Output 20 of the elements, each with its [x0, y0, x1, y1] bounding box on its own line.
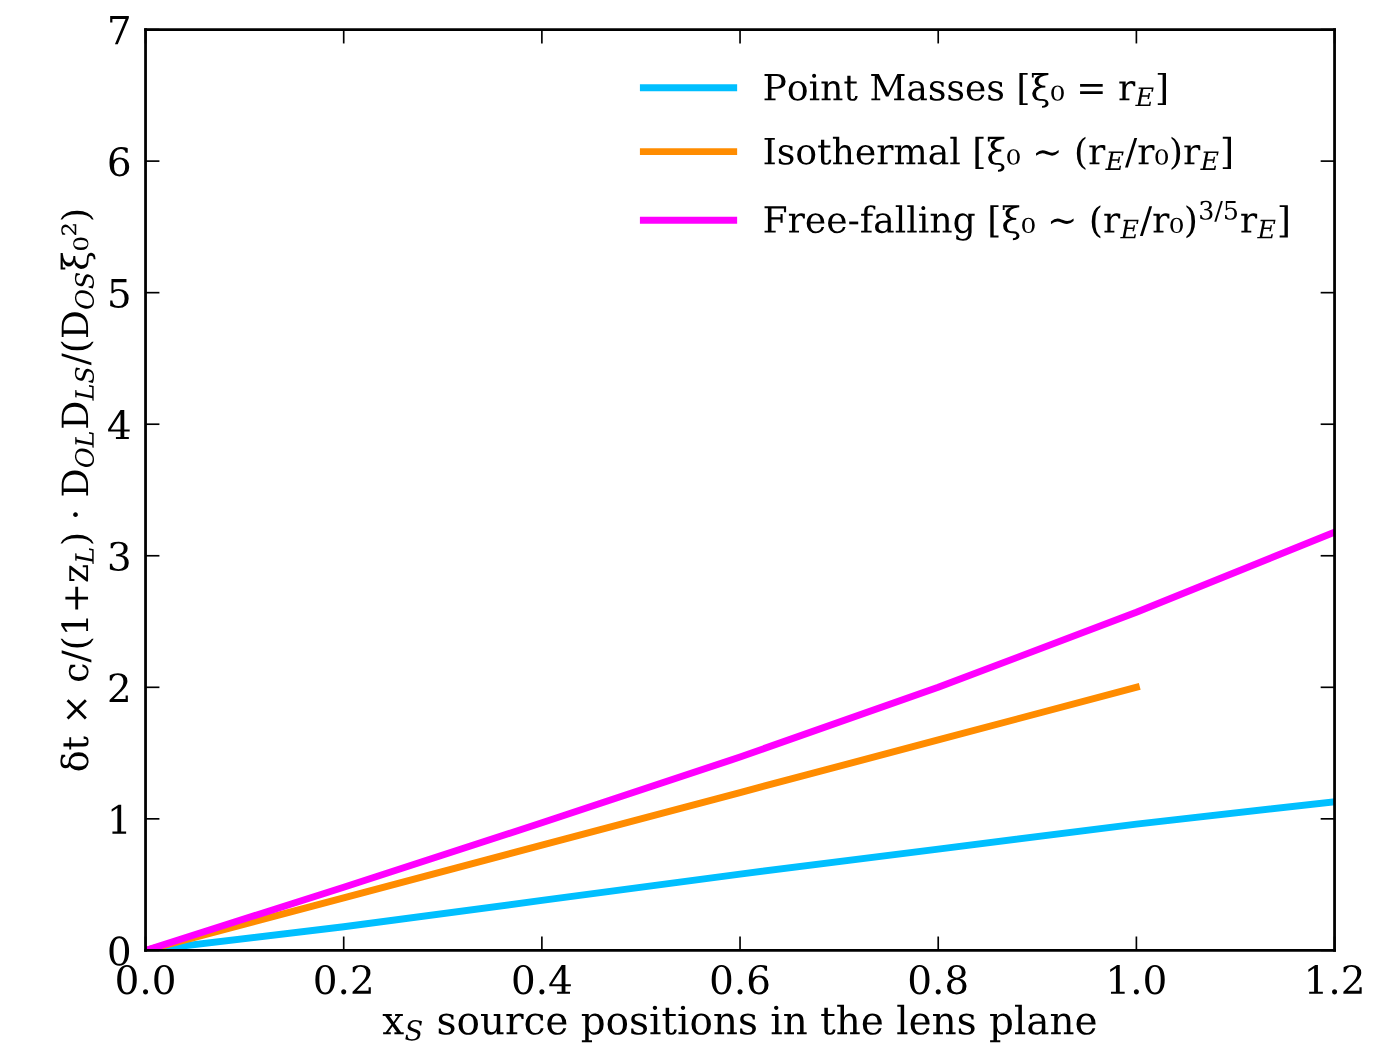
x-tick-label: 0.6	[711, 964, 769, 995]
legend-label: Free-falling [ξ₀ ∼ (r$_{E}$/r₀)$^{3/5}$r$_{E}$]	[764, 200, 1288, 241]
x-tick-label: 0.4	[513, 964, 571, 995]
x-tick-label: 0.2	[315, 964, 371, 995]
x-tick-label: 0.8	[909, 964, 967, 995]
legend-label: Point Masses [ξ₀ = r$_{E}$]	[764, 72, 1166, 108]
y-tick-label: 0	[109, 936, 130, 966]
legend-label: Isothermal [ξ₀ ∼ (r$_{E}$/r₀)r$_{E}$]	[764, 136, 1231, 172]
y-tick-label: 1	[111, 804, 127, 834]
y-tick-label: 6	[109, 147, 130, 177]
text: δt × c/(1+z$_{L}$) · D$_{OL}$D$_{LS}$/(D$_{OS}$ξ₀²)	[60, 210, 96, 771]
y-tick-label: 4	[108, 410, 130, 439]
y-tick-label: 2	[109, 673, 128, 703]
y-tick-label: 3	[109, 541, 129, 572]
x-axis-title: x$_{S}$ source positions in the lens plane	[382, 1004, 1096, 1043]
y-tick-label: 7	[110, 15, 129, 45]
y-tick-label: 5	[110, 279, 129, 308]
x-tick-label: 1.2	[1308, 964, 1362, 995]
x-tick-label: 0.0	[117, 964, 174, 995]
x-tick-label: 1.0	[1110, 964, 1165, 995]
